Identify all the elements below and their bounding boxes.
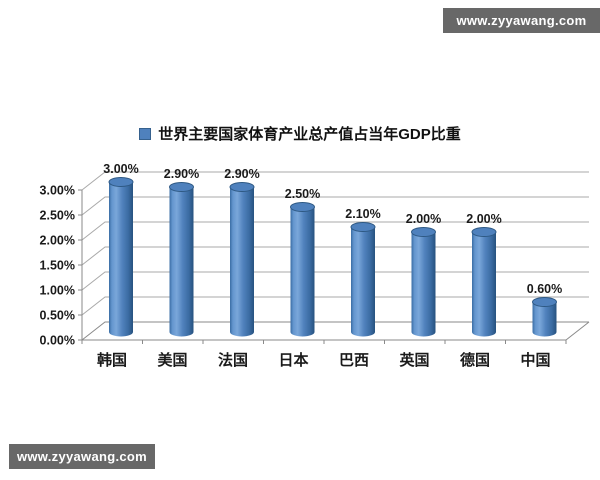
bar-top — [471, 227, 497, 237]
bar-top — [290, 202, 315, 212]
gridline — [81, 196, 589, 216]
y-axis-label: 3.00% — [40, 184, 75, 198]
watermark-bottom-left: www.zyyawang.com — [9, 444, 155, 469]
bar-value-label: 2.10% — [345, 207, 380, 221]
category-label: 英国 — [399, 351, 429, 369]
bar-value-label: 2.90% — [224, 167, 259, 181]
bar-top — [229, 182, 255, 192]
category-label: 日本 — [278, 351, 308, 369]
gridline — [81, 296, 589, 316]
y-axis-label: 0.00% — [40, 334, 75, 348]
gridline — [81, 246, 589, 266]
bar-top — [169, 182, 194, 192]
category-label: 美国 — [157, 351, 187, 369]
y-axis-label: 2.50% — [40, 209, 75, 223]
gridline — [81, 221, 589, 241]
watermark-top-right: www.zyyawang.com — [443, 8, 600, 33]
category-label: 巴西 — [339, 352, 369, 369]
legend-marker-icon — [139, 127, 152, 140]
bar-cylinder — [169, 187, 194, 337]
bar-cylinder — [109, 182, 133, 337]
bar-top — [411, 227, 436, 237]
y-axis-label: 1.50% — [40, 259, 75, 273]
bar-cylinder — [290, 207, 315, 337]
bar-top — [350, 222, 376, 232]
gridline — [81, 321, 589, 341]
bar-cylinder — [351, 227, 375, 337]
category-label: 德国 — [460, 351, 490, 369]
y-axis-label: 2.00% — [40, 234, 75, 248]
bar-value-label: 2.50% — [285, 187, 320, 201]
legend: 世界主要国家体育产业总产值占当年GDP比重 — [0, 123, 600, 144]
bar-value-label: 2.90% — [164, 167, 199, 181]
gridline — [81, 271, 589, 291]
floor-right-edge — [565, 321, 590, 341]
bar-value-label: 2.00% — [406, 212, 441, 226]
y-axis-label: 0.50% — [40, 309, 75, 323]
category-label: 中国 — [520, 351, 550, 369]
legend-label: 世界主要国家体育产业总产值占当年GDP比重 — [158, 126, 461, 143]
bar-cylinder — [472, 232, 496, 337]
bar-cylinder — [230, 187, 254, 337]
category-label: 韩国 — [97, 351, 127, 369]
bar-value-label: 2.00% — [466, 212, 501, 226]
bar-value-label: 3.00% — [103, 162, 138, 176]
bar-cylinder — [411, 232, 436, 337]
bar-cylinder — [532, 302, 557, 337]
category-label: 法国 — [218, 351, 248, 369]
bar-top — [108, 177, 134, 187]
bar-top — [532, 297, 557, 307]
bar-value-label: 0.60% — [527, 282, 562, 296]
gridline — [81, 171, 589, 191]
y-axis-label: 1.00% — [40, 284, 75, 298]
